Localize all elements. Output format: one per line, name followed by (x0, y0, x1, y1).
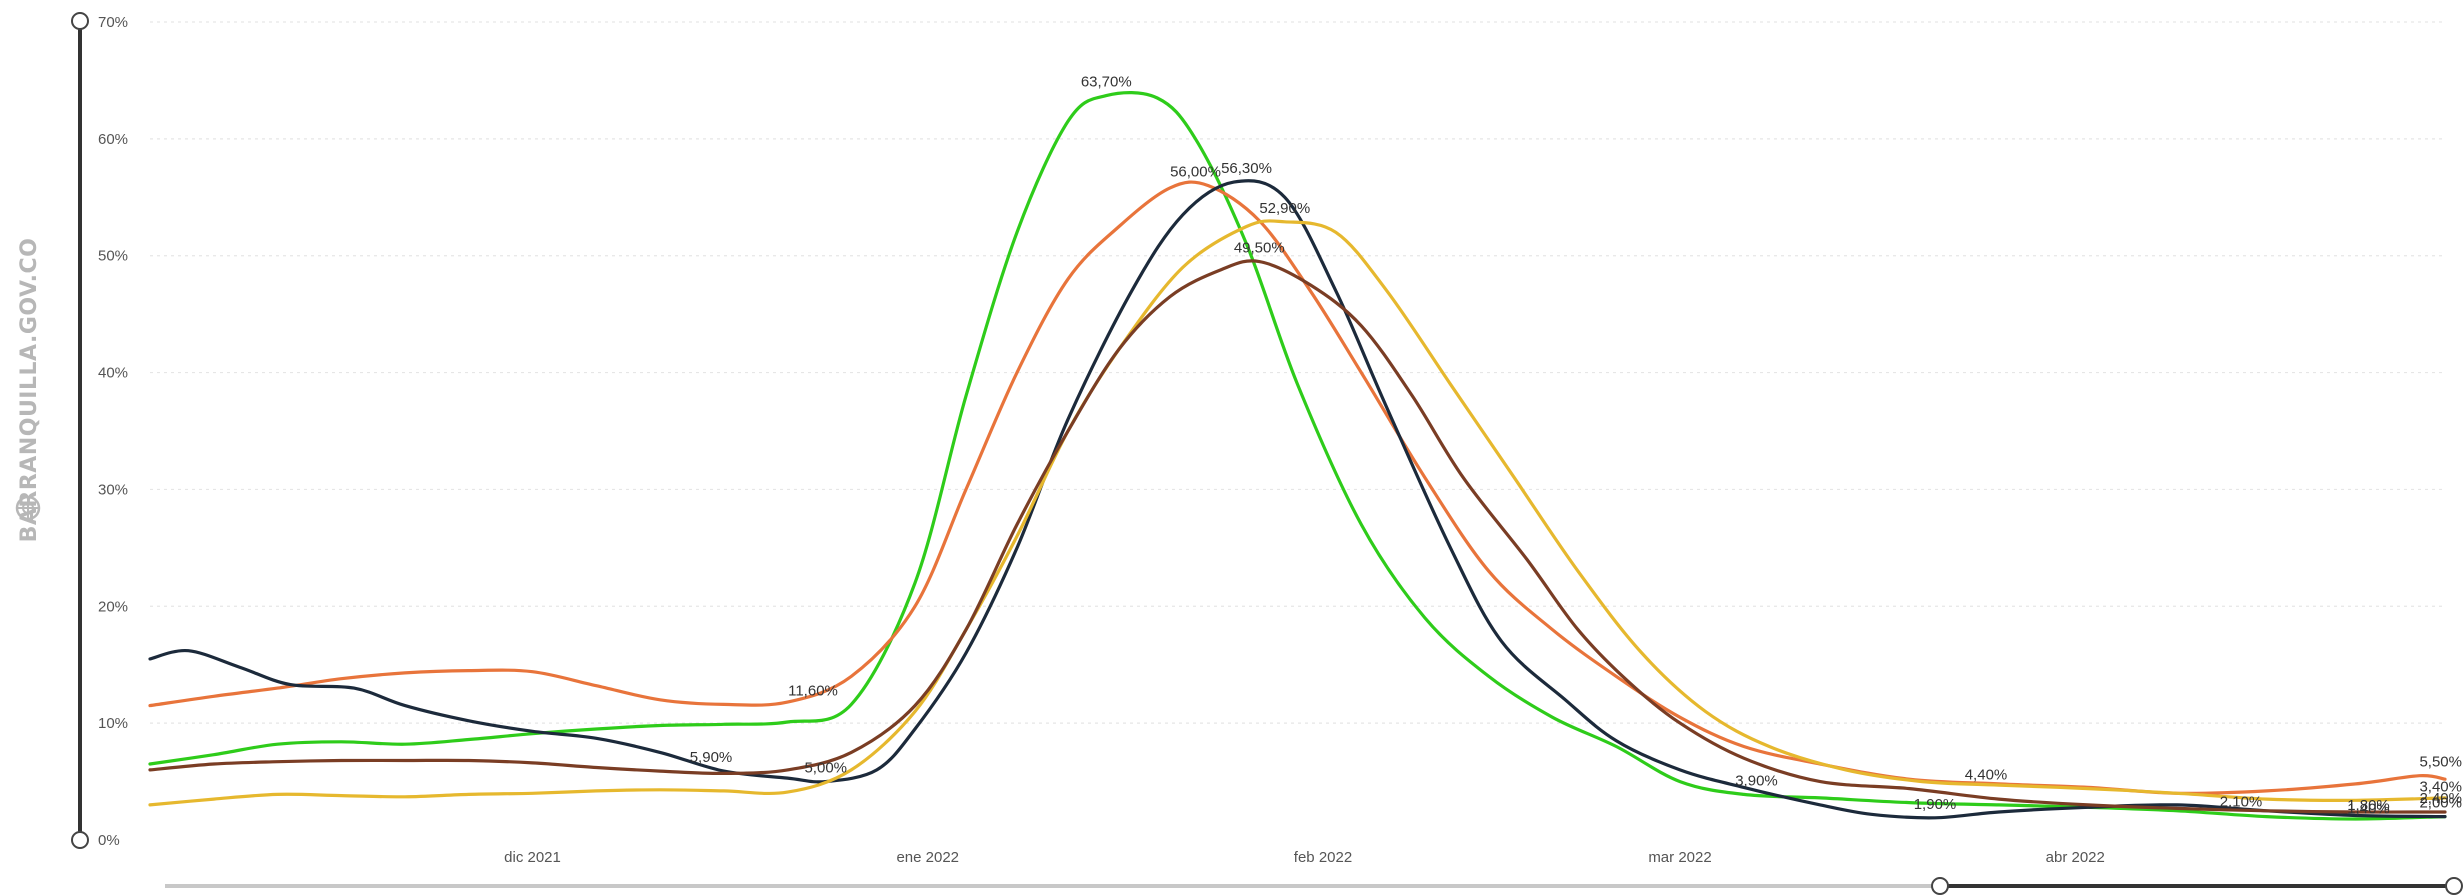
x-tick-label: dic 2021 (504, 849, 561, 866)
horizontal-slider-handle-right[interactable] (2445, 877, 2463, 895)
x-tick-label: feb 2022 (1294, 849, 1352, 866)
data-label: 1,40% (2347, 800, 2390, 817)
x-tick-label: abr 2022 (2046, 849, 2105, 866)
gridlines (150, 21, 2445, 724)
y-tick-label: 40% (98, 365, 128, 382)
vertical-slider-handle-bottom[interactable] (71, 831, 89, 849)
y-tick-label: 20% (98, 598, 128, 615)
y-axis: 0% 10% 20% 30% 40% 50% 60% 70% (98, 14, 128, 849)
series-line-2 (148, 180, 2447, 795)
watermark: BARRANQUILLA.GOV.CO (17, 238, 42, 543)
data-label: 5,00% (804, 760, 847, 777)
y-tick-label: 30% (98, 481, 128, 498)
city-logo-icon (15, 495, 41, 521)
data-label: 5,90% (690, 749, 733, 766)
y-tick-label: 70% (98, 14, 128, 31)
series-line-5 (148, 259, 2447, 814)
y-tick-label: 0% (98, 832, 120, 849)
data-label: 3,90% (1735, 772, 1778, 789)
vertical-slider-handle-top[interactable] (71, 12, 89, 30)
data-label: 63,70% (1081, 74, 1132, 91)
data-label: 1,90% (1914, 796, 1957, 813)
data-label: 2,10% (2220, 793, 2263, 810)
data-label: 4,40% (1965, 767, 2008, 784)
data-label: 3,40% (2419, 778, 2462, 795)
series-line-1 (148, 91, 2447, 821)
vertical-range-slider[interactable] (71, 12, 89, 849)
data-label: 56,00% (1170, 164, 1221, 181)
data-label: 2,00% (2419, 795, 2462, 812)
data-labels: 11,60% 63,70% 1,40% 2,00% 56,00% 5,50% 5,90% 5,… (690, 74, 2462, 818)
data-label: 56,30% (1221, 160, 1272, 177)
y-tick-label: 60% (98, 131, 128, 148)
data-label: 52,90% (1259, 200, 1310, 217)
data-label: 11,60% (788, 682, 838, 699)
data-label: 1,80% (2347, 797, 2390, 814)
y-tick-label: 10% (98, 715, 128, 732)
series-line-4 (148, 219, 2447, 807)
horizontal-range-slider[interactable] (165, 877, 2463, 895)
horizontal-slider-handle-left[interactable] (1931, 877, 1949, 895)
data-label: 5,50% (2419, 754, 2462, 771)
x-tick-label: ene 2022 (896, 849, 959, 866)
x-axis: dic 2021 ene 2022 feb 2022 mar 2022 abr 2022 (504, 849, 2105, 866)
x-tick-label: mar 2022 (1648, 849, 1711, 866)
y-tick-label: 50% (98, 248, 128, 265)
data-label: 49,50% (1234, 240, 1285, 257)
data-label: 2,40% (2419, 790, 2462, 807)
series-line-3 (148, 179, 2447, 820)
watermark-text: BARRANQUILLA.GOV.CO (17, 238, 42, 543)
series-lines (148, 91, 2447, 821)
